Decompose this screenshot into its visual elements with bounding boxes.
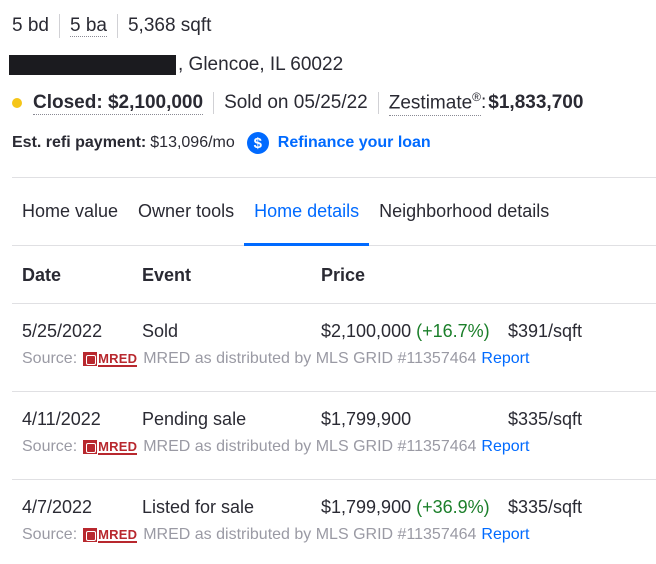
zestimate-colon: : xyxy=(481,92,487,113)
row-price: $1,799,900 (+36.9%) xyxy=(321,497,490,518)
status-divider xyxy=(377,92,379,114)
report-link[interactable]: Report xyxy=(481,350,530,367)
row-per-sqft: $391/sqft xyxy=(508,321,583,341)
status-row: Closed: $2,100,000 Sold on 05/25/22 Zest… xyxy=(12,90,583,116)
price-value: $2,100,000 xyxy=(321,321,412,341)
row-event: Sold xyxy=(142,321,179,341)
row-event: Listed for sale xyxy=(142,497,255,517)
address-city: , Glencoe, IL 60022 xyxy=(178,54,344,75)
source-label: Source: xyxy=(22,438,78,455)
row-per-sqft: $335/sqft xyxy=(508,497,583,517)
table-header: Date Event Price xyxy=(12,247,656,304)
source-label: Source: xyxy=(22,350,78,367)
mred-logo-icon xyxy=(83,528,98,542)
header-price[interactable]: Price xyxy=(321,265,366,285)
tab-home-details[interactable]: Home details xyxy=(244,178,370,246)
row-per-sqft: $335/sqft xyxy=(508,409,583,429)
mred-logo-text: MRED xyxy=(98,350,138,367)
dollar-icon[interactable]: $ xyxy=(246,132,269,154)
tab-bar: Home value Owner tools Home details Neig… xyxy=(12,177,656,246)
beds-count: 5 bd xyxy=(12,15,49,36)
report-link[interactable]: Report xyxy=(481,526,530,543)
price-change: (+36.9%) xyxy=(416,497,490,517)
mred-logo-icon xyxy=(83,440,98,454)
baths-label[interactable]: 5 ba xyxy=(69,15,107,37)
row-date: 4/11/2022 xyxy=(22,409,101,429)
table-row: 4/7/2022 Listed for sale $1,799,900 (+36… xyxy=(12,480,656,564)
row-source: Source: MRED MRED as distributed by MLS … xyxy=(22,526,529,544)
header-event[interactable]: Event xyxy=(142,265,192,285)
mred-logo-text: MRED xyxy=(98,526,138,543)
mred-logo-icon xyxy=(83,352,98,366)
sold-date: Sold on 05/25/22 xyxy=(224,92,368,113)
redacted-street xyxy=(9,55,176,75)
sqft-count: 5,368 sqft xyxy=(116,14,221,38)
price-change: (+16.7%) xyxy=(416,321,490,341)
row-price: $1,799,900 xyxy=(321,409,411,430)
report-link[interactable]: Report xyxy=(481,438,530,455)
row-source: Source: MRED MRED as distributed by MLS … xyxy=(22,350,529,368)
zestimate-value: $1,833,700 xyxy=(488,92,584,113)
price-history-table: Date Event Price 5/25/2022 Sold $2,100,0… xyxy=(12,247,656,564)
source-text: MRED as distributed by MLS GRID #1135746… xyxy=(143,438,477,455)
baths-count[interactable]: 5 ba xyxy=(58,14,117,38)
closed-value: $2,100,000 xyxy=(107,91,204,113)
table-row: 4/11/2022 Pending sale $1,799,900 $335/s… xyxy=(12,392,656,480)
header-date[interactable]: Date xyxy=(22,265,62,285)
price-value: $1,799,900 xyxy=(321,497,412,517)
mred-logo-text: MRED xyxy=(98,438,138,455)
closed-label: Closed: xyxy=(33,91,103,113)
status-divider xyxy=(213,92,215,114)
row-price: $2,100,000 (+16.7%) xyxy=(321,321,490,342)
source-text: MRED as distributed by MLS GRID #1135746… xyxy=(143,526,477,543)
tab-owner-tools[interactable]: Owner tools xyxy=(138,201,235,221)
refi-label: Est. refi payment: xyxy=(12,134,147,151)
home-facts: 5 bd 5 ba 5,368 sqft xyxy=(12,12,221,40)
registered-mark: ® xyxy=(472,90,482,105)
refinance-link[interactable]: Refinance your loan xyxy=(277,134,431,151)
mred-logo: MRED xyxy=(83,350,138,367)
row-event: Pending sale xyxy=(142,409,247,429)
mred-logo: MRED xyxy=(83,438,138,455)
mred-logo: MRED xyxy=(83,526,138,543)
refi-row: Est. refi payment: $13,096/mo $ Refinanc… xyxy=(12,131,431,155)
row-date: 5/25/2022 xyxy=(22,321,103,341)
zestimate-label[interactable]: Zestimate® xyxy=(388,90,482,116)
table-row: 5/25/2022 Sold $2,100,000 (+16.7%) $391/… xyxy=(12,304,656,392)
tab-neighborhood-details[interactable]: Neighborhood details xyxy=(379,201,550,221)
price-value: $1,799,900 xyxy=(321,409,412,429)
closed-status[interactable]: Closed: $2,100,000 xyxy=(33,91,204,115)
refi-value: $13,096/mo xyxy=(150,134,235,151)
address: , Glencoe, IL 60022 xyxy=(9,54,343,76)
source-text: MRED as distributed by MLS GRID #1135746… xyxy=(143,350,477,367)
zestimate-text[interactable]: Zestimate xyxy=(388,92,473,114)
row-source: Source: MRED MRED as distributed by MLS … xyxy=(22,438,529,456)
source-label: Source: xyxy=(22,526,78,543)
status-dot-icon xyxy=(12,98,22,108)
tab-home-value[interactable]: Home value xyxy=(22,201,119,221)
row-date: 4/7/2022 xyxy=(22,497,93,517)
